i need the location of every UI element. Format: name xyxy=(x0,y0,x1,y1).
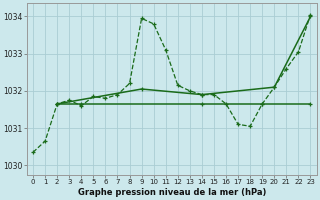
X-axis label: Graphe pression niveau de la mer (hPa): Graphe pression niveau de la mer (hPa) xyxy=(77,188,266,197)
